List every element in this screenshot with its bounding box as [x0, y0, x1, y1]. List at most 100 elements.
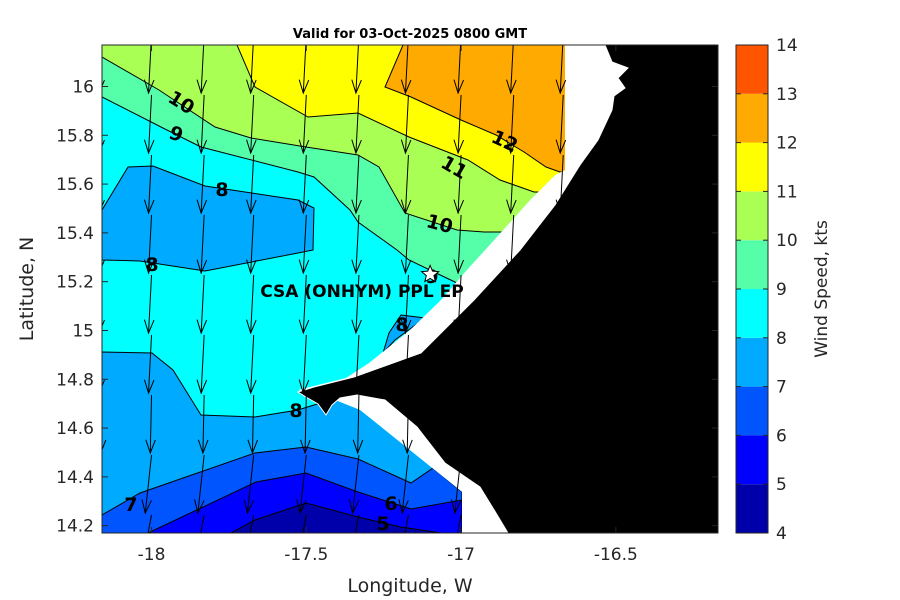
- colorbar-tick-label: 9: [776, 280, 787, 300]
- wind-arrow-head: [246, 259, 257, 275]
- colorbar-tick-label: 11: [776, 182, 798, 202]
- y-tick-label: 15.6: [56, 175, 94, 195]
- contour-label: 8: [395, 314, 408, 336]
- band-7-8-coast: [382, 314, 427, 354]
- wind-arrow-shaft: [299, 454, 307, 514]
- wind-arrow-head: [351, 79, 362, 95]
- x-axis: -18 -17.5 -17 -16.5: [138, 45, 638, 565]
- wind-arrow-head: [296, 499, 307, 515]
- wind-arrow-head: [89, 559, 98, 573]
- wind-arrow-head: [298, 259, 310, 275]
- wind-arrow-head: [196, 139, 208, 155]
- contour-label: 8: [145, 254, 158, 276]
- colorbar-band: [736, 337, 768, 387]
- wind-arrow-shaft: [352, 454, 360, 514]
- wind-arrow-head: [555, 79, 567, 95]
- wind-arrow-head: [506, 199, 517, 215]
- wind-arrow-head: [102, 379, 105, 388]
- wind-arrow-head: [102, 139, 105, 148]
- wind-arrow-head: [351, 259, 362, 275]
- wind-arrow-head: [298, 79, 310, 95]
- station-star-icon[interactable]: [420, 264, 440, 283]
- wind-arrow-head: [247, 439, 258, 455]
- x-tick-label: -16.5: [594, 545, 638, 565]
- wind-arrow-head: [102, 500, 103, 502]
- colorbar-tick-label: 5: [776, 475, 787, 495]
- wind-arrow-shaft: [200, 514, 205, 533]
- wind-arrow-shaft: [459, 394, 462, 454]
- wind-arrow-shaft: [200, 45, 205, 94]
- wind-arrow-shaft: [200, 214, 205, 274]
- wind-arrow-shaft: [457, 214, 462, 274]
- wind-arrow-shaft: [457, 94, 462, 154]
- wind-arrow-head: [453, 139, 465, 155]
- wind-arrow-shaft: [355, 334, 360, 394]
- wind-arrow-head: [506, 139, 517, 155]
- wind-arrow-head: [196, 379, 208, 395]
- wind-arrow-head: [400, 139, 412, 155]
- wind-arrow-shaft: [454, 454, 462, 514]
- wind-arrow-head: [351, 319, 362, 335]
- colorbar-tick-label: 14: [776, 36, 798, 56]
- land: [296, 45, 718, 533]
- wind-arrow-head: [246, 139, 257, 155]
- colorbar-band: [736, 289, 768, 338]
- wind-arrow-head: [348, 499, 360, 515]
- wind-arrow-shaft: [302, 94, 307, 154]
- wind-arrow-head: [196, 79, 208, 95]
- wind-arrow-shaft: [302, 274, 307, 334]
- wind-arrow-head: [351, 199, 362, 215]
- wind-arrow-shaft: [302, 154, 307, 214]
- wind-arrow-head: [145, 439, 156, 455]
- colorbar-band: [736, 142, 768, 192]
- wind-arrow-head: [102, 259, 105, 268]
- band-7-8-north: [102, 165, 315, 272]
- y-tick-label: 15.4: [56, 224, 94, 244]
- wind-arrow-shaft: [357, 394, 360, 454]
- wind-arrow-head: [400, 79, 412, 95]
- wind-arrow-shaft: [406, 394, 409, 454]
- station-label: CSA (ONHYM) PPL EP: [260, 282, 463, 302]
- colorbar-tick-label: 12: [776, 134, 798, 154]
- wind-arrow-shaft: [354, 514, 360, 533]
- wind-arrow-head: [351, 379, 362, 395]
- x-tick-label: -17: [447, 545, 475, 565]
- wind-arrow-head: [298, 139, 310, 155]
- wind-arrow-head: [453, 319, 465, 335]
- wind-arrow-shaft: [148, 274, 153, 334]
- wind-arrow-shaft: [404, 274, 409, 334]
- y-tick-label: 15.8: [56, 126, 94, 146]
- wind-arrow-head: [246, 199, 257, 215]
- wind-arrow-shaft: [457, 334, 462, 394]
- wind-arrow-head: [400, 319, 412, 335]
- wind-arrow-head: [400, 199, 412, 215]
- colorbar-band: [736, 191, 768, 241]
- wind-arrow-shaft: [457, 154, 462, 214]
- wind-arrow-head: [143, 319, 155, 335]
- chart-title: Valid for 03-Oct-2025 0800 GMT: [293, 27, 527, 42]
- wind-arrow-shaft: [457, 274, 462, 334]
- wind-arrow-head: [246, 379, 257, 395]
- y-axis-label: Latitude, N: [16, 237, 38, 342]
- colorbar-band: [736, 386, 768, 436]
- wind-arrow-shaft: [149, 394, 153, 454]
- colorbar-band: [736, 93, 768, 143]
- wind-arrow-head: [196, 259, 208, 275]
- wind-arrow-shaft: [404, 94, 409, 154]
- wind-arrow-head: [298, 379, 310, 395]
- colorbar-band: [736, 484, 768, 533]
- colorbar-band: [736, 240, 768, 289]
- wind-arrow-head: [450, 499, 462, 515]
- wind-arrow-shaft: [304, 394, 307, 454]
- y-tick-label: 14.4: [56, 468, 94, 488]
- wind-arrow-shaft: [302, 334, 307, 394]
- y-tick-label: 14.6: [56, 419, 94, 439]
- wind-arrow-shaft: [510, 154, 515, 214]
- wind-arrow-head: [506, 259, 517, 275]
- wind-arrow-head: [102, 79, 105, 88]
- wind-arrow-shaft: [355, 154, 360, 214]
- contour-label: 8: [289, 400, 302, 422]
- wind-arrow-shaft: [355, 45, 359, 94]
- wind-arrow-shaft: [200, 334, 205, 394]
- colorbar-tick-label: 8: [776, 329, 787, 349]
